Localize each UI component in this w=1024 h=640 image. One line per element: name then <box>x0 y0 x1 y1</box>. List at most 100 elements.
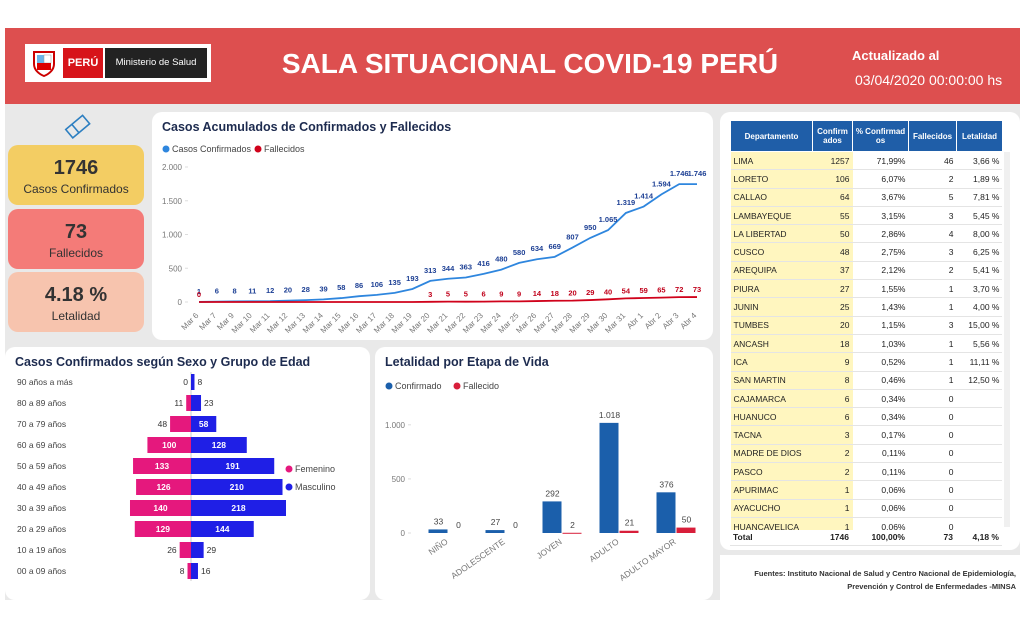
data-label: 140 <box>153 503 167 513</box>
table-cell: 37 <box>812 261 853 281</box>
data-label: 16 <box>201 566 211 576</box>
table-card: Departamento Confirmados% Confirmados Fall… <box>720 112 1020 550</box>
header-bar: PERÚ Ministerio de Salud SALA SITUACIONA… <box>5 28 1020 104</box>
legend-label: Fallecidos <box>264 144 305 154</box>
x-tick-label: ADOLESCENTE <box>449 536 507 581</box>
chart-title: Casos Acumulados de Confirmados y Fallec… <box>162 120 451 134</box>
legend-marker <box>385 382 393 390</box>
table-cell: 0,11% <box>852 462 909 482</box>
table-cell: 3 <box>908 242 957 262</box>
coat-of-arms <box>33 51 55 77</box>
data-label: 1.414 <box>634 192 654 201</box>
data-label: 2 <box>570 520 575 530</box>
data-label: 18 <box>551 289 559 298</box>
data-label: 580 <box>513 248 526 257</box>
bar <box>191 374 195 390</box>
x-tick-label: Abr 4 <box>679 311 699 331</box>
data-label: 128 <box>212 440 226 450</box>
data-label: 416 <box>477 259 490 268</box>
table-cell <box>956 444 1002 464</box>
category-label: 00 a 09 años <box>17 566 66 576</box>
bar <box>191 416 217 432</box>
data-label: 27 <box>491 517 501 527</box>
chart-title: Letalidad por Etapa de Vida <box>385 355 550 369</box>
bar <box>619 530 639 533</box>
table-row: HUANUCO 6 0,34% 0 <box>730 407 1002 427</box>
bar <box>562 532 582 534</box>
table-cell: PIURA <box>730 279 813 299</box>
table-cell: TUMBES <box>730 316 813 335</box>
data-label: 1.594 <box>652 179 672 188</box>
table-cell: 1 <box>812 517 853 530</box>
table-cell: PASCO <box>730 462 813 482</box>
x-tick-label: Abr 3 <box>661 311 681 331</box>
bar <box>191 542 204 558</box>
footer-source: Fuentes: Instituto Nacional de Salud y C… <box>754 569 1016 591</box>
kpi-value: 73 <box>64 221 88 243</box>
pyramid-card: Casos Confirmados según Sexo y Grupo de … <box>5 347 370 600</box>
total-cell: 4,18 % <box>956 528 1002 547</box>
data-label: 3 <box>428 290 432 299</box>
data-label: 9 <box>517 289 521 298</box>
table-cell: 1 <box>812 499 853 518</box>
table-cell: 71,99% <box>852 151 909 171</box>
table-cell <box>956 499 1002 518</box>
table-row: SAN MARTIN 8 0,46% 1 12,50 % <box>730 371 1002 390</box>
data-label: 8 <box>197 377 202 387</box>
data-label: 106 <box>371 280 384 289</box>
data-label: 0 <box>513 520 518 530</box>
table-row: JUNIN 25 1,43% 1 4,00 % <box>730 297 1002 317</box>
data-label: 21 <box>625 518 635 528</box>
y-tick-label: 2.000 <box>162 163 183 172</box>
data-label: 100 <box>162 440 176 450</box>
table-cell: JUNIN <box>730 297 813 317</box>
data-label: 50 <box>682 515 692 525</box>
data-label: 144 <box>215 524 229 534</box>
legend-label: Casos Confirmados <box>172 144 252 154</box>
table-cell: 3 <box>812 425 853 445</box>
x-tick-label: ADULTO <box>587 536 621 564</box>
data-label: 292 <box>545 488 559 498</box>
y-tick-label: 500 <box>169 264 183 273</box>
data-label: 33 <box>434 516 444 526</box>
data-label: 218 <box>231 503 245 513</box>
table-cell: 2 <box>908 169 957 189</box>
table-cell: 5 <box>908 188 957 207</box>
kpi-label: Letalidad <box>51 309 101 323</box>
x-tick-label: Abr 2 <box>643 311 663 331</box>
y-tick-label: 1.000 <box>385 421 406 430</box>
eraser-icon[interactable] <box>62 114 94 140</box>
category-label: 90 años a más <box>17 377 73 387</box>
table-cell: 46 <box>908 151 957 171</box>
table-cell: LAMBAYEQUE <box>730 206 813 226</box>
table-cell: 0 <box>908 407 957 427</box>
table-cell: 0 <box>908 517 957 530</box>
x-tick-label: NIÑO <box>427 536 450 557</box>
data-label: 5 <box>464 290 468 299</box>
legend-marker <box>162 145 170 153</box>
table-cell: 6,25 % <box>956 242 1002 262</box>
data-label: 59 <box>639 286 647 295</box>
data-label: 126 <box>156 482 170 492</box>
table-cell: 2,12% <box>852 261 909 281</box>
table-cell: TACNA <box>730 425 813 445</box>
table-cell: HUANUCO <box>730 407 813 427</box>
chart-title: Casos Confirmados según Sexo y Grupo de … <box>15 355 310 369</box>
table-scroll[interactable]: Departamento Confirmados% Confirmados Fall… <box>730 120 1002 530</box>
data-label: 133 <box>155 461 169 471</box>
table-cell: 3,70 % <box>956 279 1002 299</box>
scrollbar[interactable] <box>1004 152 1010 527</box>
table-row: LA LIBERTAD 50 2,86% 4 8,00 % <box>730 224 1002 244</box>
data-label: 29 <box>207 545 217 555</box>
table-cell: LIMA <box>730 151 813 171</box>
table-cell: 0,34% <box>852 389 909 409</box>
table-cell: 27 <box>812 279 853 299</box>
bar-chart: Letalidad por Etapa de Vida Confirmado Fal… <box>385 355 696 583</box>
bar <box>134 521 191 537</box>
table-cell: 5,45 % <box>956 206 1002 226</box>
pyramid-chart: Casos Confirmados según Sexo y Grupo de … <box>15 355 336 581</box>
data-label: 344 <box>442 264 455 273</box>
data-label: 48 <box>158 419 168 429</box>
data-label: 8 <box>232 286 236 295</box>
x-tick-label: JOVEN <box>535 536 564 560</box>
